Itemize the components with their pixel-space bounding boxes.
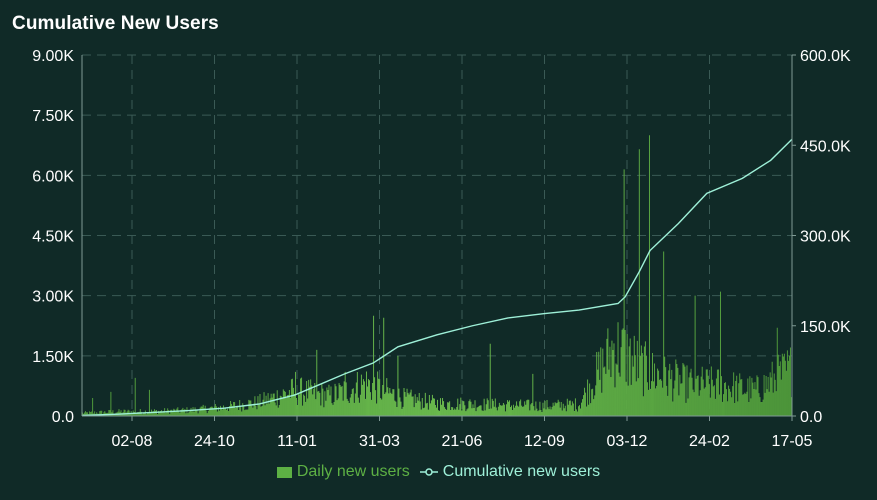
cumulative-line-series[interactable] [81, 138, 793, 417]
line-swatch-icon [419, 468, 438, 476]
y-right-tick-label: 450.0K [800, 138, 851, 155]
legend-label-cumulative: Cumulative new users [442, 463, 601, 480]
y-left-tick-label: 3.00K [32, 289, 74, 306]
legend-item-daily-new-users[interactable]: Daily new users [276, 463, 410, 481]
legend: Daily new users Cumulative new users [0, 463, 877, 481]
y-right-tick-label: 150.0K [800, 319, 851, 336]
cumulative-new-users-line[interactable] [81, 138, 793, 417]
y-right-tick-label: 0.0 [800, 409, 822, 426]
x-tick-label: 12-09 [524, 433, 565, 450]
y-left-tick-label: 0.0 [52, 409, 74, 426]
y-right-tick-label: 300.0K [800, 229, 851, 246]
y-left-tick-label: 4.50K [32, 229, 74, 246]
y-right-tick-label: 600.0K [800, 48, 851, 65]
x-tick-label: 17-05 [772, 433, 813, 450]
x-tick-label: 02-08 [112, 433, 153, 450]
y-left-tick-label: 7.50K [32, 108, 74, 125]
legend-label-daily: Daily new users [296, 463, 410, 480]
x-tick-label: 24-10 [194, 433, 235, 450]
grid-lines [82, 54, 793, 416]
y-left-tick-label: 9.00K [32, 48, 74, 65]
x-tick-label: 11-01 [277, 433, 317, 450]
y-left-tick-label: 1.50K [32, 349, 74, 366]
y-left-tick-label: 6.00K [32, 168, 74, 185]
bar-swatch-icon [276, 466, 292, 478]
axes: 0.0 1.50K 3.00K 4.50K 6.00K 7.50K 9.00K 0.0 150.… [32, 48, 851, 450]
legend-item-cumulative-new-users[interactable]: Cumulative new users [419, 463, 601, 481]
x-tick-label: 03-12 [607, 433, 648, 450]
x-tick-label: 31-03 [359, 433, 400, 450]
x-tick-label: 24-02 [689, 433, 730, 450]
chart-title: Cumulative New Users [12, 13, 219, 34]
daily-bars-series[interactable] [82, 135, 792, 416]
x-tick-label: 21-06 [442, 433, 483, 450]
daily-new-users-bars[interactable] [82, 135, 792, 416]
